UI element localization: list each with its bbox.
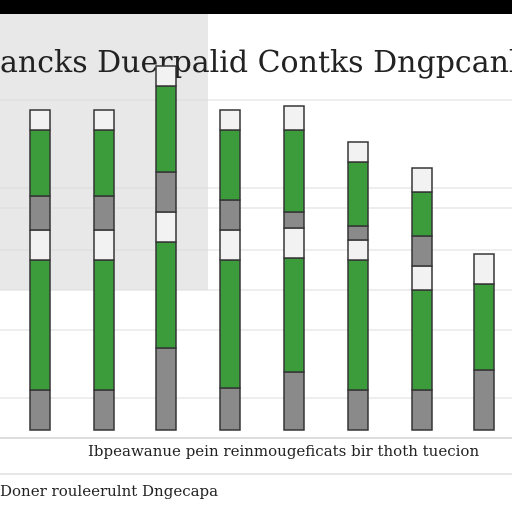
bar-segment: [411, 235, 433, 267]
bar-segment: [473, 253, 495, 285]
bar-segment: [29, 109, 51, 131]
bar-segment: [93, 129, 115, 197]
footer: Doner rouleerulnt Dngecapa: [0, 482, 218, 500]
bar-segment: [155, 85, 177, 173]
bar-segment: [29, 259, 51, 391]
bar-segment: [411, 389, 433, 431]
chart-title: ancks Duerpalid Contks Dngpcanler: [0, 45, 512, 80]
bar-segment: [93, 259, 115, 391]
bar-segment: [93, 389, 115, 431]
bar-segment: [283, 227, 305, 259]
bar-segment: [155, 347, 177, 431]
bar-segment: [219, 259, 241, 389]
bar-segment: [473, 283, 495, 371]
bar-segment: [155, 171, 177, 213]
bar-segment: [29, 229, 51, 261]
bar-segment: [29, 195, 51, 231]
bar-segment: [283, 211, 305, 229]
bar-segment: [93, 195, 115, 231]
bar-segment: [347, 225, 369, 241]
bar-segment: [283, 257, 305, 373]
bar-segment: [347, 141, 369, 163]
caption: Ibpeawanue pein reinmougeficats bir thot…: [88, 442, 479, 460]
bar-segment: [283, 371, 305, 431]
bar-segment: [347, 259, 369, 391]
bar-segment: [347, 161, 369, 227]
bar-segment: [219, 387, 241, 431]
bar-segment: [283, 105, 305, 131]
bar-segment: [155, 65, 177, 87]
bar-segment: [219, 109, 241, 131]
bar-segment: [29, 129, 51, 197]
bar-segment: [473, 369, 495, 431]
bar-segment: [411, 167, 433, 193]
bar-segment: [411, 265, 433, 291]
bar-segment: [347, 389, 369, 431]
bar-segment: [93, 109, 115, 131]
top-bar: [0, 0, 512, 14]
bar-segment: [219, 199, 241, 231]
bar-segment: [155, 241, 177, 349]
bar-segment: [283, 129, 305, 213]
bar-segment: [411, 191, 433, 237]
bar-segment: [347, 239, 369, 261]
bar-segment: [93, 229, 115, 261]
bar-segment: [219, 129, 241, 201]
bar-segment: [219, 229, 241, 261]
bar-segment: [411, 289, 433, 391]
bar-segment: [155, 211, 177, 243]
bar-segment: [29, 389, 51, 431]
